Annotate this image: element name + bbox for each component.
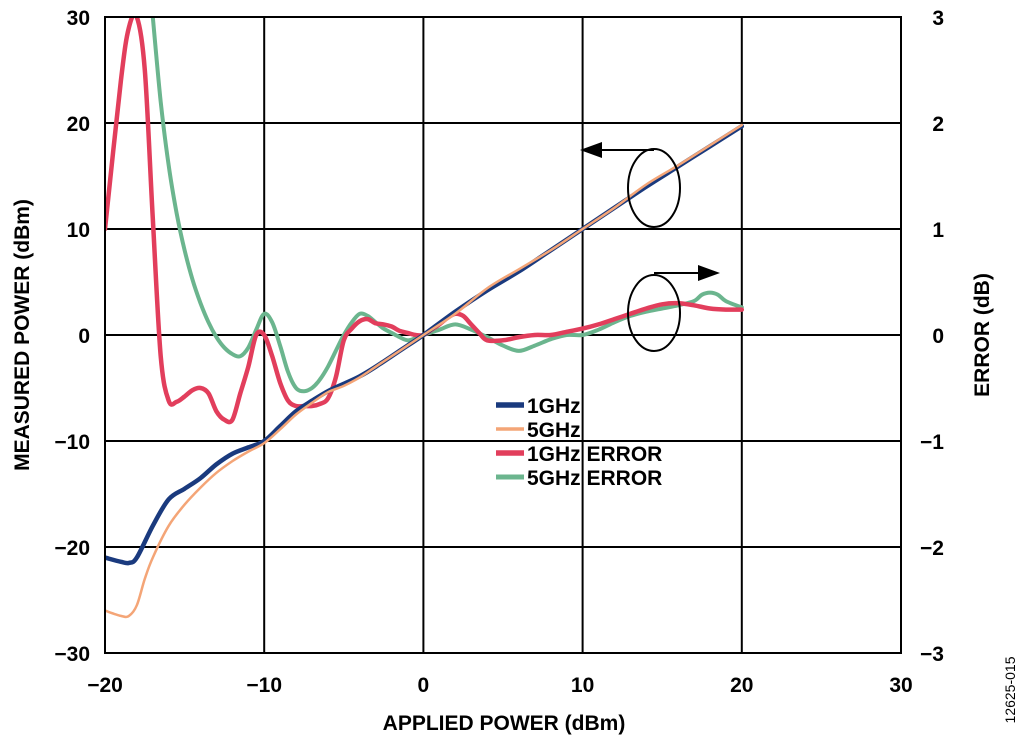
left-axis-annotation xyxy=(580,142,681,228)
y-axis-label: MEASURED POWER (dBm) xyxy=(11,199,34,471)
y-tick-label: 30 xyxy=(67,7,90,30)
y-tick-label: −10 xyxy=(54,431,90,454)
y2-tick-label: −3 xyxy=(920,643,944,666)
y-tick-label: −30 xyxy=(54,643,90,666)
y2-tick-label: 2 xyxy=(932,113,944,136)
y2-tick-label: 1 xyxy=(932,219,944,242)
x-tick-labels: −20 −10 0 10 20 30 xyxy=(87,674,912,697)
legend-label-1ghz: 1GHz xyxy=(527,395,581,418)
arrow-left-head xyxy=(580,142,602,158)
x-tick-label: 10 xyxy=(571,674,594,697)
y-tick-label: 10 xyxy=(67,219,90,242)
x-tick-label: −10 xyxy=(246,674,282,697)
y-tick-label: 20 xyxy=(67,113,90,136)
y2-tick-label: 0 xyxy=(932,325,944,348)
right-axis-annotation xyxy=(627,265,720,352)
y-tick-label: 0 xyxy=(78,325,90,348)
series-line-1ghz-error xyxy=(105,17,745,425)
x-tick-label: −20 xyxy=(87,674,123,697)
grid xyxy=(105,17,901,653)
plot-frame xyxy=(104,16,902,654)
legend-label-5ghz-error: 5GHz ERROR xyxy=(527,467,662,490)
annotation-ellipse xyxy=(627,148,681,228)
figure-id: 12625-015 xyxy=(1002,656,1018,723)
y2-tick-label: −2 xyxy=(920,537,944,560)
x-tick-label: 20 xyxy=(730,674,753,697)
y2-axis-label: ERROR (dB) xyxy=(971,273,994,397)
arrow-right-head xyxy=(698,265,720,281)
x-axis-label: APPLIED POWER (dBm) xyxy=(383,712,626,735)
series-line-5ghz xyxy=(105,123,744,619)
legend-label-5ghz: 5GHz xyxy=(527,419,581,442)
y2-tick-labels: −3 −2 −1 0 1 2 3 xyxy=(920,7,944,666)
y-tick-label: −20 xyxy=(54,537,90,560)
x-tick-label: 0 xyxy=(418,674,430,697)
y-tick-labels: −30 −20 −10 0 10 20 30 xyxy=(54,7,90,666)
series-layer xyxy=(105,17,745,619)
y2-tick-label: 3 xyxy=(932,7,944,30)
annotation-ellipse xyxy=(627,274,681,352)
x-tick-label: 30 xyxy=(889,674,912,697)
y2-tick-label: −1 xyxy=(920,431,944,454)
legend-label-1ghz-error: 1GHz ERROR xyxy=(527,443,662,466)
